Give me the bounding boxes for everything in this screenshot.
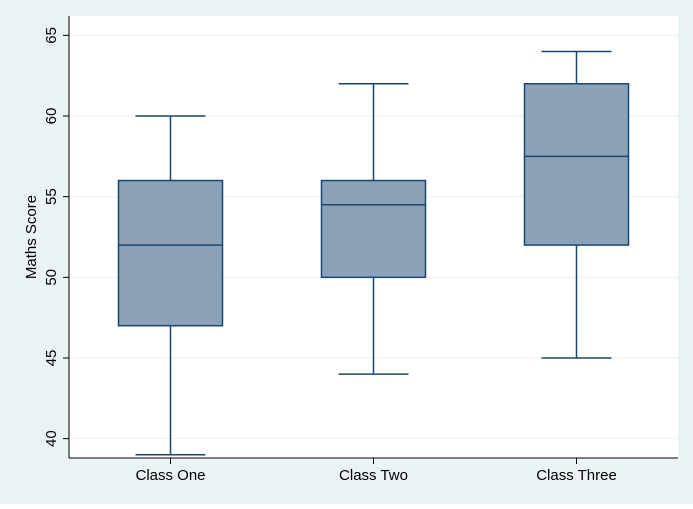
iqr-box xyxy=(117,179,224,327)
y-tick-label: 55 xyxy=(43,188,60,205)
box-group xyxy=(523,50,630,359)
boxes xyxy=(117,50,630,456)
y-tick-label: 65 xyxy=(43,27,60,44)
x-tick-label: Class Two xyxy=(339,467,408,484)
y-tick-label: 50 xyxy=(43,269,60,286)
x-tick-label: Class Three xyxy=(536,467,617,484)
box-group xyxy=(320,83,427,375)
y-tick-label: 60 xyxy=(43,108,60,125)
box-group xyxy=(117,115,224,456)
y-tick-label: 45 xyxy=(43,350,60,367)
y-axis-label: Maths Score xyxy=(23,195,40,279)
iqr-box xyxy=(320,179,427,279)
axes: 40 45 50 55 60 65 Class One Class Two Class Thre… xyxy=(43,16,678,484)
iqr-box xyxy=(523,83,630,246)
y-tick-label: 40 xyxy=(43,430,60,447)
x-tick-label: Class One xyxy=(135,467,205,484)
